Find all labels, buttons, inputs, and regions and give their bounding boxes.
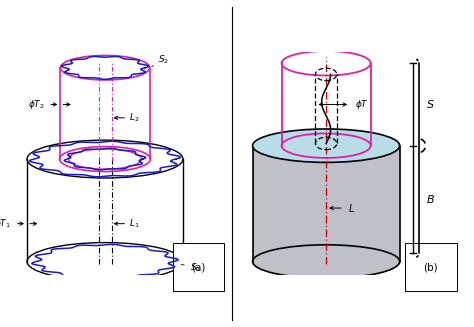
Text: $L$: $L$ — [348, 202, 355, 214]
Polygon shape — [253, 146, 400, 262]
Text: (a): (a) — [191, 262, 206, 272]
Text: $L_2$: $L_2$ — [129, 112, 140, 124]
Text: (b): (b) — [423, 262, 438, 272]
Polygon shape — [27, 159, 183, 262]
Text: $\phi T_2$: $\phi T_2$ — [28, 98, 45, 111]
Text: $S_1$: $S_1$ — [181, 261, 201, 274]
Text: $S$: $S$ — [427, 98, 435, 111]
Text: $B$: $B$ — [427, 194, 435, 205]
Text: $\phi T_1$: $\phi T_1$ — [0, 217, 11, 230]
Text: $L_1$: $L_1$ — [129, 217, 140, 230]
Text: $S_2$: $S_2$ — [152, 53, 170, 67]
Text: $\phi T$: $\phi T$ — [355, 98, 369, 111]
Ellipse shape — [253, 245, 400, 278]
Ellipse shape — [253, 129, 400, 163]
